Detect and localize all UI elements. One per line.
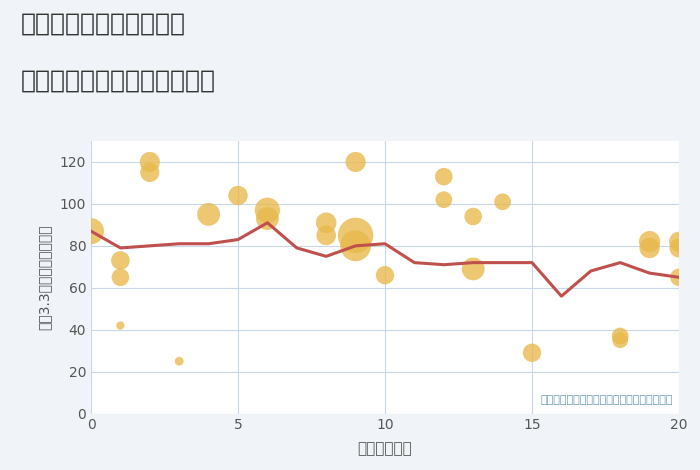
Text: 三重県津市一志町石橋の: 三重県津市一志町石橋の — [21, 12, 186, 36]
Point — [350, 158, 361, 166]
Point — [115, 322, 126, 329]
Point — [262, 215, 273, 222]
Point — [644, 238, 655, 245]
Point — [174, 357, 185, 365]
Point — [203, 211, 214, 218]
Point — [438, 196, 449, 204]
Point — [526, 349, 538, 357]
Point — [115, 257, 126, 264]
Y-axis label: 坪（3.3㎡）単価（万円）: 坪（3.3㎡）単価（万円） — [37, 225, 51, 330]
Point — [144, 169, 155, 176]
X-axis label: 駅距離（分）: 駅距離（分） — [358, 441, 412, 456]
Point — [85, 227, 97, 235]
Point — [321, 232, 332, 239]
Point — [379, 272, 391, 279]
Point — [644, 244, 655, 252]
Point — [350, 232, 361, 239]
Point — [468, 213, 479, 220]
Point — [438, 173, 449, 180]
Point — [350, 242, 361, 250]
Point — [262, 206, 273, 214]
Point — [615, 337, 626, 344]
Point — [673, 244, 685, 252]
Point — [144, 158, 155, 166]
Point — [673, 238, 685, 245]
Text: 円の大きさは、取引のあった物件面積を示す: 円の大きさは、取引のあった物件面積を示す — [540, 395, 673, 406]
Point — [232, 192, 244, 199]
Text: 駅距離別中古マンション価格: 駅距離別中古マンション価格 — [21, 68, 216, 92]
Point — [115, 274, 126, 281]
Point — [497, 198, 508, 205]
Point — [615, 332, 626, 340]
Point — [321, 219, 332, 227]
Point — [673, 274, 685, 281]
Point — [468, 265, 479, 273]
